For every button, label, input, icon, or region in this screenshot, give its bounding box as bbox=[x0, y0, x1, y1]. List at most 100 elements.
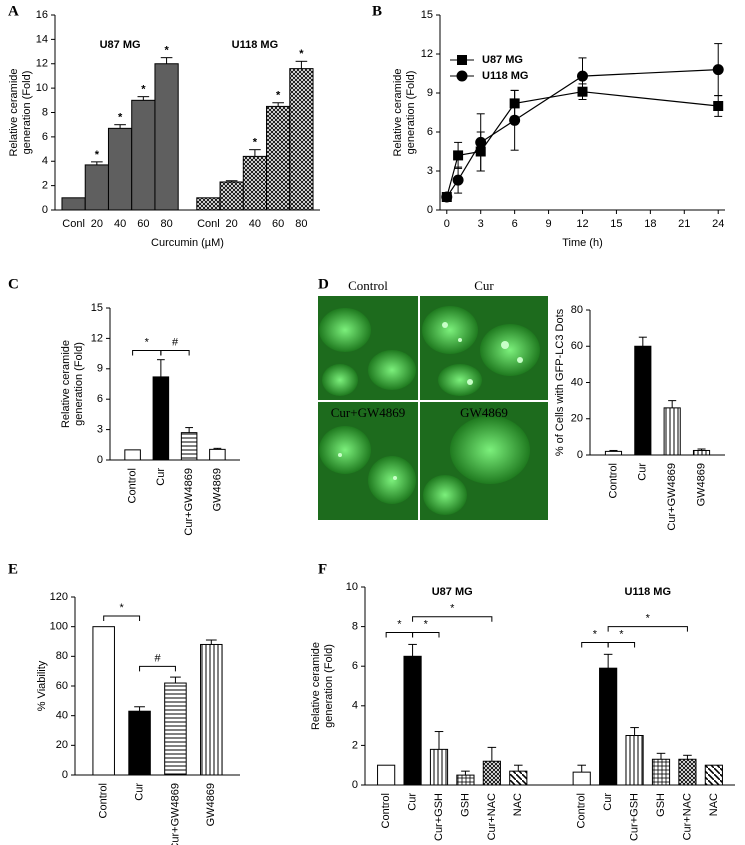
y-tick-label: 2 bbox=[42, 180, 48, 192]
comparison-label: * bbox=[619, 628, 624, 640]
comparison-bracket bbox=[103, 615, 141, 621]
significance-marker: * bbox=[164, 45, 169, 57]
group-label: U87 MG bbox=[432, 586, 473, 598]
comparison-bracket bbox=[385, 632, 414, 638]
bar bbox=[131, 99, 156, 211]
x-tick-label: Cur bbox=[155, 468, 167, 486]
significance-marker: * bbox=[95, 149, 100, 161]
x-tick-label: 20 bbox=[226, 218, 238, 230]
x-tick-label: Control bbox=[127, 468, 139, 503]
x-tick-label: GSH bbox=[655, 793, 667, 817]
point bbox=[509, 114, 521, 126]
y-tick-label: 0 bbox=[577, 449, 583, 461]
bar bbox=[242, 155, 268, 211]
significance-marker: * bbox=[299, 48, 304, 60]
y-tick-label: 4 bbox=[352, 700, 358, 712]
comparison-label: * bbox=[397, 618, 402, 630]
bar bbox=[625, 735, 644, 786]
y-axis-label: Relative ceramide bbox=[8, 68, 20, 156]
x-tick-label: Control bbox=[98, 783, 110, 818]
y-tick-label: 0 bbox=[62, 769, 68, 781]
group-label: U87 MG bbox=[100, 39, 141, 51]
x-tick-label: Cur bbox=[406, 793, 418, 811]
x-tick-label: Cur+NAC bbox=[486, 793, 498, 840]
comparison-bracket bbox=[139, 665, 176, 672]
y-tick-label: 12 bbox=[421, 48, 433, 60]
x-tick-label: Cur+GSH bbox=[433, 793, 445, 841]
x-tick-label: 24 bbox=[712, 218, 724, 230]
y-tick-label: 80 bbox=[56, 650, 68, 662]
y-tick-label: 8 bbox=[352, 621, 358, 633]
comparison-bracket bbox=[581, 641, 609, 648]
y-tick-label: 100 bbox=[50, 621, 68, 633]
x-tick-label: 18 bbox=[644, 218, 656, 230]
x-tick-label: GSH bbox=[459, 793, 471, 817]
comparison-label: # bbox=[172, 336, 179, 348]
y-tick-label: 6 bbox=[352, 660, 358, 672]
bar bbox=[266, 105, 291, 211]
bar bbox=[663, 407, 681, 456]
point bbox=[441, 191, 453, 203]
panel-letter: C bbox=[8, 276, 19, 292]
x-tick-label: 80 bbox=[160, 218, 172, 230]
panel-letter: D bbox=[318, 276, 329, 292]
x-tick-label: Cur+GSH bbox=[628, 793, 640, 841]
x-tick-label: 21 bbox=[678, 218, 690, 230]
point bbox=[713, 101, 724, 111]
y-tick-label: 0 bbox=[42, 204, 48, 216]
micrograph-label: Control bbox=[348, 278, 388, 293]
point bbox=[577, 70, 588, 82]
bar bbox=[456, 774, 475, 786]
bar bbox=[152, 376, 170, 461]
x-tick-label: 15 bbox=[610, 218, 622, 230]
micrograph-label: Cur+GW4869 bbox=[331, 405, 406, 420]
x-tick-label: GW4869 bbox=[205, 783, 217, 826]
x-tick-label: 9 bbox=[546, 218, 552, 230]
y-tick-label: 14 bbox=[36, 33, 48, 45]
x-tick-label: Control bbox=[576, 793, 588, 828]
significance-marker: * bbox=[276, 90, 281, 102]
bar bbox=[154, 63, 179, 211]
bar bbox=[84, 164, 109, 211]
bar bbox=[651, 758, 671, 786]
x-tick-label: NAC bbox=[708, 793, 720, 816]
bar bbox=[92, 626, 115, 776]
y-tick-label: 40 bbox=[56, 710, 68, 722]
x-axis-label: Curcumin (µM) bbox=[151, 237, 224, 249]
bar bbox=[604, 450, 623, 456]
x-tick-label: GW4869 bbox=[695, 463, 707, 506]
x-tick-label: Cur bbox=[602, 793, 614, 811]
panel-letter: B bbox=[372, 3, 382, 19]
micrographs bbox=[318, 296, 548, 520]
y-tick-label: 9 bbox=[97, 363, 103, 375]
x-tick-label: 3 bbox=[478, 218, 484, 230]
y-tick-label: 10 bbox=[36, 82, 48, 94]
x-tick-label: 20 bbox=[91, 218, 103, 230]
group-label: U118 MG bbox=[232, 39, 278, 51]
x-tick-label: 12 bbox=[576, 218, 588, 230]
bar bbox=[128, 710, 151, 776]
x-tick-label: 6 bbox=[512, 218, 518, 230]
significance-marker: * bbox=[141, 84, 146, 96]
y-tick-label: 0 bbox=[97, 454, 103, 466]
comparison-bracket bbox=[160, 350, 190, 356]
y-tick-label: 120 bbox=[50, 591, 68, 603]
y-axis-label: Relative ceramide bbox=[392, 68, 404, 156]
y-tick-label: 20 bbox=[571, 413, 583, 425]
y-tick-label: 4 bbox=[42, 155, 48, 167]
y-tick-label: 3 bbox=[427, 165, 433, 177]
comparison-bracket bbox=[607, 626, 688, 632]
y-axis-label: Relative ceramide bbox=[60, 340, 72, 428]
bar bbox=[678, 758, 697, 786]
x-tick-label: 80 bbox=[295, 218, 307, 230]
x-tick-label: GW4869 bbox=[211, 468, 223, 511]
bar bbox=[403, 655, 422, 786]
y-tick-label: 6 bbox=[427, 126, 433, 138]
bar bbox=[572, 771, 591, 786]
legend-label: U118 MG bbox=[482, 70, 528, 82]
y-tick-label: 15 bbox=[421, 9, 433, 21]
y-tick-label: 80 bbox=[571, 304, 583, 316]
legend-marker bbox=[457, 55, 467, 65]
y-tick-label: 12 bbox=[91, 332, 103, 344]
